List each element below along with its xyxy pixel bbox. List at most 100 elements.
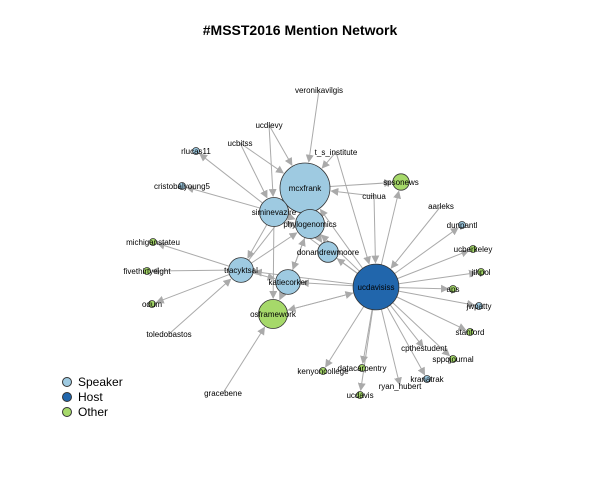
edge-tracyktsal-phylogenomics xyxy=(251,232,298,264)
edge-cuihua-ucdavisiss xyxy=(371,195,380,264)
node-label-sppqjournal: sppqjournal xyxy=(432,355,474,364)
node-label-ucberkeley: ucberkeley xyxy=(454,245,493,254)
legend-label-host: Host xyxy=(78,389,103,404)
node-label-kranatrak: kranatrak xyxy=(410,375,444,384)
node-label-katiecorker: katiecorker xyxy=(268,278,307,287)
edge-ucdavisiss-donandrewmoore xyxy=(336,258,358,274)
legend-item-speaker: Speaker xyxy=(62,374,123,389)
node-label-jwpatty: jwpatty xyxy=(466,302,492,311)
edge-phylogenomics-donandrewmoore xyxy=(314,234,323,243)
legend-item-host: Host xyxy=(62,389,123,404)
edge-siminevazire-phylogenomics xyxy=(286,212,296,221)
edge-osframework-ucdavisiss xyxy=(286,291,354,311)
edge-aarleks-ucdavisiss xyxy=(390,205,442,269)
edge-ucdavisiss-dunpantl xyxy=(394,227,459,275)
node-label-cuihua: cuihua xyxy=(362,192,386,201)
edge-ucdavisiss-kenyoncollege xyxy=(325,306,365,368)
edge-ucdavisiss-ucdavis xyxy=(357,309,374,392)
edge-ucdavisiss-phylogenomics xyxy=(320,234,360,272)
node-label-ryan_hubert: ryan_hubert xyxy=(379,382,422,391)
edge-veronikavilgis-mcxfrank xyxy=(305,89,320,163)
node-odum xyxy=(148,300,156,308)
edge-tracyktsal-fivethirtyeight xyxy=(150,266,229,275)
node-label-kenyoncollege: kenyoncollege xyxy=(297,367,349,376)
node-label-aarleks: aarleks xyxy=(428,202,454,211)
edge-tracyktsal-odum xyxy=(155,273,230,304)
node-stanford xyxy=(466,328,474,336)
node-label-datacarpentry: datacarpentry xyxy=(338,364,387,373)
node-sppqjournal xyxy=(449,355,457,363)
edge-ucbitss-siminevazire xyxy=(239,142,268,199)
node-spsonews xyxy=(392,173,410,191)
node-kenyoncollege xyxy=(319,367,327,375)
node-label-donandrewmoore: donandrewmoore xyxy=(297,248,360,257)
node-michiganstateu xyxy=(149,238,157,246)
edge-ucdavisiss-stanford xyxy=(396,296,467,331)
node-label-rlucas11: rlucas11 xyxy=(181,147,211,156)
node-ucberkeley xyxy=(469,245,477,253)
node-datacarpentry xyxy=(358,364,366,372)
node-cristobalyoung5 xyxy=(178,182,186,190)
node-label-siminevazire: siminevazire xyxy=(252,208,297,217)
edge-siminevazire-cristobalyoung5 xyxy=(185,185,261,209)
edge-ucdavisiss-aps xyxy=(398,284,450,293)
node-kranatrak xyxy=(423,375,431,383)
edge-t_s_institute-mcxfrank xyxy=(321,151,337,169)
edge-ucdavisiss-ryan_hubert xyxy=(380,309,402,386)
node-label-veronikavilgis: veronikavilgis xyxy=(295,86,343,95)
edge-tracyktsal-michiganstateu xyxy=(156,241,230,267)
node-aps xyxy=(449,285,457,293)
edge-siminevazire-rlucas11 xyxy=(199,153,263,204)
edge-siminevazire-osframework xyxy=(269,226,278,300)
node-tracyktsal xyxy=(228,257,254,283)
node-osframework xyxy=(258,299,288,329)
edge-tracyktsal-katiecorker xyxy=(252,272,276,281)
node-siminevazire xyxy=(259,197,289,227)
node-phylogenomics xyxy=(295,209,325,239)
node-label-stanford: stanford xyxy=(456,328,485,337)
node-ucdavis xyxy=(356,391,364,399)
edge-siminevazire-tracyktsal xyxy=(247,224,268,259)
edge-katiecorker-osframework xyxy=(279,291,287,301)
legend-swatch-speaker xyxy=(62,376,72,387)
node-label-cpthestudent: cpthestudent xyxy=(401,344,448,353)
edge-toledobastos-tracyktsal xyxy=(168,278,232,335)
node-ucdavisiss xyxy=(352,263,400,311)
node-label-dunpantl: dunpantl xyxy=(447,221,478,230)
node-dunpantl xyxy=(458,221,466,229)
node-label-toledobastos: toledobastos xyxy=(146,330,191,339)
node-label-cristobalyoung5: cristobalyoung5 xyxy=(154,182,211,191)
nodes-layer xyxy=(143,147,485,399)
node-label-odum: odum xyxy=(142,300,162,309)
edge-ucdavisiss-jthpol xyxy=(398,269,478,285)
node-katiecorker xyxy=(275,269,301,295)
node-label-aps: aps xyxy=(447,285,460,294)
node-label-michiganstateu: michiganstateu xyxy=(126,238,180,247)
node-fivethirtyeight xyxy=(143,267,151,275)
labels-layer: mcxfrank ucdavisiss siminevazire phylogenom… xyxy=(123,86,492,400)
node-jthpol xyxy=(477,268,485,276)
edge-ucdavisiss-spsonews xyxy=(380,190,402,265)
edge-ucdavisiss-sppqjournal xyxy=(392,302,451,357)
node-label-ucdlevy: ucdlevy xyxy=(255,121,282,130)
legend-swatch-host xyxy=(62,391,72,402)
edge-ucdavisiss-datacarpentry xyxy=(360,309,373,365)
edge-ucbitss-mcxfrank xyxy=(239,142,285,174)
node-label-fivethirtyeight: fivethirtyeight xyxy=(123,267,171,276)
node-label-jthpol: jthpol xyxy=(470,268,490,277)
node-label-osframework: osframework xyxy=(250,310,297,319)
edges-layer xyxy=(150,89,478,394)
edge-ucdavisiss-kranatrak xyxy=(386,306,426,376)
node-label-spsonews: spsonews xyxy=(383,178,419,187)
edge-katiecorker-phylogenomics xyxy=(291,238,306,271)
node-label-mcxfrank: mcxfrank xyxy=(289,184,322,193)
edge-ucdlevy-siminevazire xyxy=(268,124,277,198)
legend: Speaker Host Other xyxy=(62,374,123,419)
node-jwpatty xyxy=(475,302,483,310)
node-label-gracebene: gracebene xyxy=(204,389,242,398)
node-label-phylogenomics: phylogenomics xyxy=(283,220,336,229)
edge-ucdavisiss-katiecorker xyxy=(300,279,354,288)
node-label-t_s_institute: t_s_institute xyxy=(315,148,358,157)
node-label-tracyktsal: tracyktsal xyxy=(224,266,258,275)
